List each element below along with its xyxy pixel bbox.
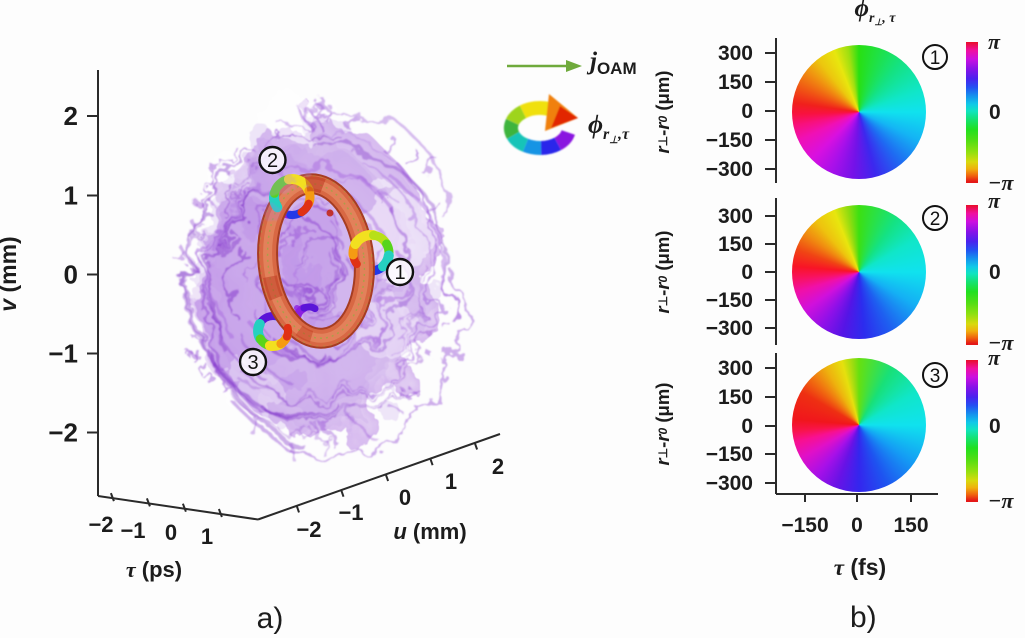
svg-text:u (mm): u (mm) — [393, 519, 466, 544]
svg-text:0: 0 — [64, 260, 78, 290]
svg-text:τ (ps): τ (ps) — [126, 557, 182, 582]
svg-text:0: 0 — [399, 485, 411, 510]
svg-text:−1: −1 — [120, 518, 145, 543]
svg-text:a): a) — [257, 602, 284, 635]
svg-text:−2: −2 — [296, 517, 321, 542]
svg-text:−1: −1 — [48, 339, 78, 369]
svg-text:1: 1 — [394, 262, 405, 284]
svg-text:1: 1 — [64, 181, 78, 211]
svg-text:1: 1 — [201, 524, 213, 549]
svg-text:0: 0 — [165, 520, 177, 545]
svg-text:2: 2 — [64, 101, 78, 131]
svg-text:2: 2 — [267, 150, 278, 172]
svg-text:−2: −2 — [48, 418, 78, 448]
svg-text:−2: −2 — [88, 512, 113, 537]
svg-text:v (mm): v (mm) — [0, 236, 21, 311]
svg-text:−1: −1 — [338, 500, 363, 525]
svg-text:1: 1 — [445, 469, 457, 494]
svg-text:3: 3 — [247, 352, 258, 374]
svg-text:2: 2 — [492, 454, 504, 479]
